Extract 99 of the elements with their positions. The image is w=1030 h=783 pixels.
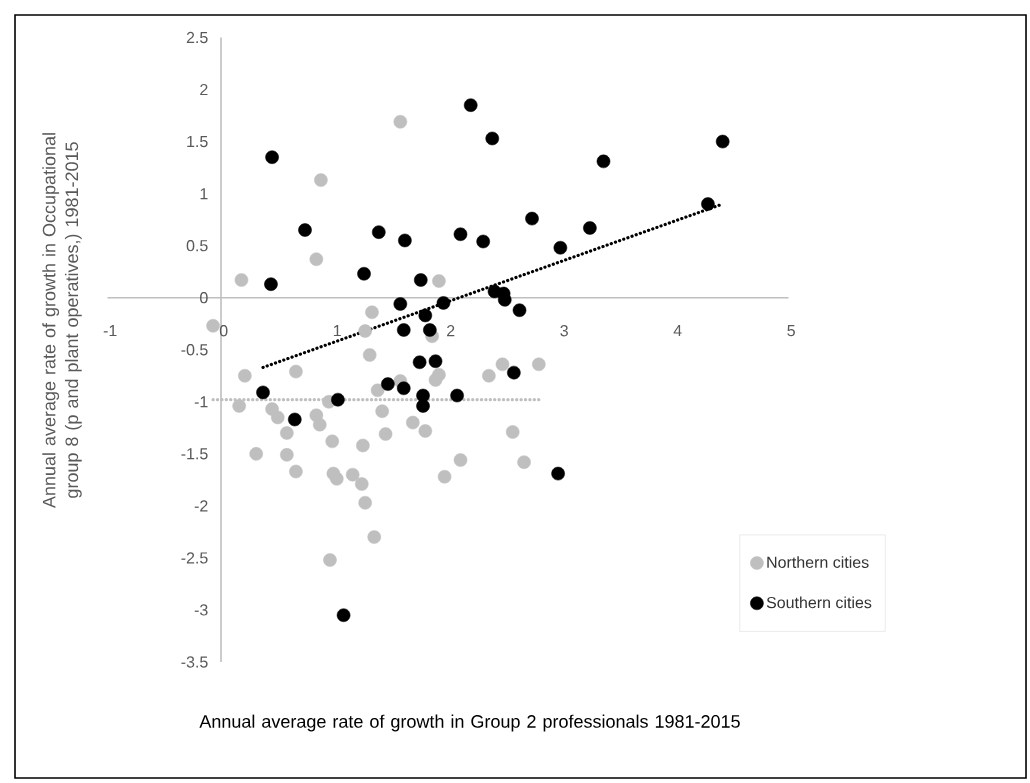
point <box>450 388 464 403</box>
point <box>289 464 303 479</box>
point <box>232 399 246 413</box>
point <box>525 211 539 226</box>
point <box>265 150 279 164</box>
point <box>432 367 446 382</box>
point <box>249 447 263 461</box>
point <box>495 357 510 372</box>
point <box>325 434 340 449</box>
point <box>365 305 379 320</box>
point <box>298 223 312 237</box>
legend-label: Northern cities <box>767 556 869 568</box>
point <box>309 252 324 266</box>
y-tick-label: -0.5 <box>181 344 208 356</box>
point <box>393 297 408 311</box>
point <box>715 134 730 149</box>
point <box>396 323 411 337</box>
point <box>362 348 377 362</box>
point <box>234 273 249 287</box>
y-axis-title: Annual average rate of growth in Occupational group 8 (p and plant operatives,) 1981-2015 <box>42 133 82 509</box>
y-tick-label: -2.5 <box>181 552 208 564</box>
point <box>482 369 496 383</box>
y-tick-label: 2.5 <box>186 31 208 44</box>
point <box>596 154 611 169</box>
y-tick-label: -2 <box>194 500 208 512</box>
y-tick-label: 1.5 <box>187 136 208 148</box>
point <box>289 364 303 379</box>
point <box>423 323 437 337</box>
point <box>378 427 393 441</box>
point <box>206 319 220 333</box>
point <box>280 448 294 462</box>
point <box>314 173 328 187</box>
point <box>288 412 302 427</box>
point <box>312 417 327 432</box>
point <box>701 197 715 211</box>
point <box>256 385 270 400</box>
x-tick-label: 4 <box>673 325 682 337</box>
x-tick-label: -1 <box>103 325 117 337</box>
point <box>323 553 337 567</box>
point <box>418 308 433 323</box>
legend-label: Southern cities <box>766 596 872 609</box>
x-tick-label: 0 <box>219 325 228 337</box>
point <box>485 131 500 146</box>
y-tick-label: -3 <box>194 604 208 616</box>
point <box>432 274 446 288</box>
point <box>463 98 478 112</box>
y-tick-label: 2 <box>200 83 208 96</box>
point <box>532 357 546 372</box>
point <box>507 365 521 380</box>
point <box>413 273 428 287</box>
point <box>505 425 520 439</box>
point <box>280 426 294 440</box>
y-tick-label: -1.5 <box>181 448 208 460</box>
point <box>264 277 278 291</box>
point <box>367 530 381 544</box>
point <box>428 354 443 368</box>
x-tick-label: 5 <box>787 325 795 337</box>
point <box>583 221 597 235</box>
point <box>330 472 344 486</box>
x-tick-label: 1 <box>333 325 341 337</box>
point <box>453 453 468 467</box>
point <box>345 467 360 482</box>
y-tick-label: -1 <box>194 396 208 408</box>
point <box>398 233 412 248</box>
point <box>354 477 369 491</box>
y-tick-label: -3.5 <box>181 656 208 668</box>
y-tick-label: 0.5 <box>186 240 208 252</box>
point <box>238 369 252 383</box>
point <box>336 608 351 622</box>
point <box>357 267 371 281</box>
point <box>476 234 490 249</box>
y-tick-label: 0 <box>200 292 208 304</box>
point <box>393 115 408 129</box>
point <box>416 399 430 413</box>
point <box>358 324 372 338</box>
point <box>331 392 345 407</box>
point <box>406 415 420 430</box>
point <box>437 469 452 484</box>
point <box>497 293 512 307</box>
point <box>270 410 285 425</box>
point <box>436 296 451 310</box>
point <box>453 227 468 241</box>
point <box>517 455 531 469</box>
point <box>372 225 386 239</box>
point <box>396 381 411 396</box>
x-axis-title: Annual average rate of growth in Group 2 professionals 1981-2015 <box>199 714 740 732</box>
point <box>370 383 385 398</box>
x-tick-label: 2 <box>447 325 455 337</box>
x-tick-label: 3 <box>560 325 568 337</box>
point <box>375 404 389 418</box>
point <box>412 355 427 370</box>
point <box>512 303 527 317</box>
point <box>551 466 565 481</box>
point <box>381 377 395 391</box>
point <box>358 495 372 510</box>
point <box>356 438 370 453</box>
point <box>418 424 433 438</box>
y-tick-label: 1 <box>200 188 208 200</box>
point <box>553 240 568 255</box>
